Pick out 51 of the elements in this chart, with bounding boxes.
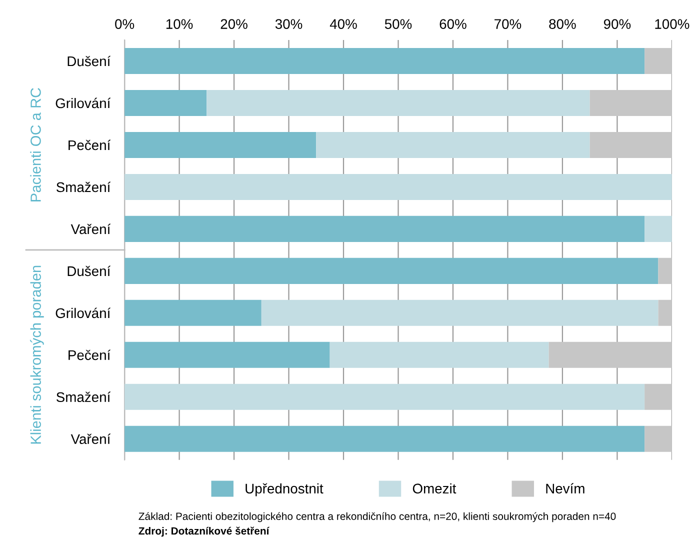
bar [548, 342, 672, 368]
bar [644, 216, 672, 242]
bar [644, 384, 672, 410]
x-tick-label: 30% [275, 19, 302, 29]
x-tick-label: 0% [115, 19, 134, 29]
bar [644, 48, 672, 74]
text: Klienti soukromých poraden [30, 266, 44, 444]
bar [330, 342, 549, 368]
bar [124, 258, 658, 284]
y-tick-label: Dušení [68, 56, 111, 66]
x-tick-label: 70% [494, 19, 522, 29]
bar [124, 384, 645, 410]
bar [124, 132, 316, 158]
y-tick-label: Pečení [68, 140, 111, 150]
bar [644, 426, 672, 452]
y-tick-label: Pečení [68, 350, 111, 360]
y-tick-label: Dušení [68, 266, 111, 276]
x-tick-label: 100% [655, 19, 690, 29]
legend-label: Omezit [412, 483, 456, 494]
legend-label: Upřednostnit [246, 483, 324, 496]
bar [590, 90, 672, 116]
y-tick-label: Vaření [70, 434, 111, 444]
y-tick-label: Grilování [56, 98, 111, 108]
bar [124, 216, 645, 242]
x-tick-label: 10% [166, 19, 193, 29]
text: Základ: Pacienti obezitologického centra a rekondičního centra, n=20, klienti soukromých poraden n=40 [138, 512, 616, 522]
y-tick-label: Smažení [56, 392, 111, 402]
bar [261, 300, 658, 326]
bar [658, 258, 672, 284]
y-tick-label: Grilování [56, 308, 111, 318]
bar [124, 48, 645, 74]
bar [124, 342, 330, 368]
x-tick-label: 20% [220, 19, 248, 29]
y-tick-label: Vaření [70, 224, 111, 234]
x-tick-label: 50% [384, 19, 412, 29]
bar [124, 426, 645, 452]
bar [124, 300, 262, 326]
x-tick-label: 40% [330, 19, 357, 29]
x-tick-label: 80% [549, 19, 576, 29]
bar [316, 132, 590, 158]
bar [658, 300, 672, 326]
y-tick-label: Smažení [56, 182, 111, 192]
x-tick-label: 60% [440, 19, 466, 29]
bar [124, 90, 207, 116]
x-tick-label: 90% [604, 19, 631, 29]
text: Pacienti OC a RC [30, 88, 41, 202]
bar [590, 132, 672, 158]
bar [206, 90, 590, 116]
bar [124, 174, 672, 200]
text: Zdroj: Dotazníkové šetření [138, 526, 270, 537]
legend-label: Nevím [546, 483, 584, 494]
